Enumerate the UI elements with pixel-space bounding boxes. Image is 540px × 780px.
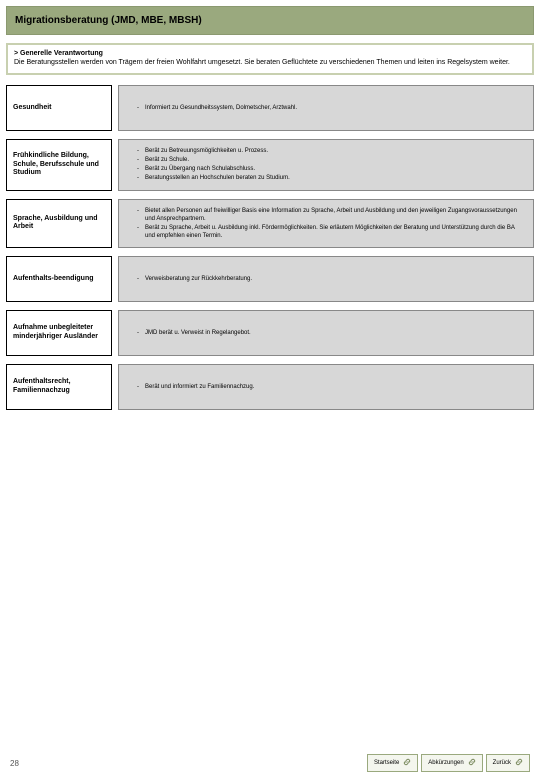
content-row: Aufnahme unbegleiteter minderjähriger Au… (6, 310, 534, 356)
content-row: Aufenthaltsrecht, Familiennachzug Berät u… (6, 364, 534, 410)
bullet-list: Berät zu Betreuungsmöglichkeiten u. Proz… (127, 146, 525, 183)
bullet-list: JMD berät u. Verweist in Regelangebot. (127, 328, 525, 338)
row-label: Frühkindliche Bildung, Schule, Berufssch… (6, 139, 112, 190)
row-details: Informiert zu Gesundheitssystem, Dolmets… (118, 85, 534, 131)
intro-title: Generelle Verantwortung (20, 50, 103, 57)
intro-heading: > Generelle Verantwortung (14, 49, 526, 58)
row-label: Aufenthalts-beendigung (6, 256, 112, 302)
row-details: Berät zu Betreuungsmöglichkeiten u. Proz… (118, 139, 534, 190)
content-row: Frühkindliche Bildung, Schule, Berufssch… (6, 139, 534, 190)
footer-button-zurück[interactable]: Zurück (486, 754, 530, 772)
bullet-item: Bietet allen Personen auf freiwilliger B… (137, 207, 525, 223)
bullet-item: Verweisberatung zur Rückkehrberatung. (137, 275, 525, 283)
bullet-item: Berät zu Sprache, Arbeit u. Ausbildung i… (137, 224, 525, 240)
button-label: Zurück (493, 760, 511, 766)
content-rows: Gesundheit Informiert zu Gesundheitssyste… (6, 85, 534, 410)
chevron-icon: > (14, 50, 18, 57)
button-label: Startseite (374, 760, 399, 766)
page-number: 28 (10, 759, 19, 768)
bullet-list: Informiert zu Gesundheitssystem, Dolmets… (127, 103, 525, 113)
row-details: JMD berät u. Verweist in Regelangebot. (118, 310, 534, 356)
bullet-item: Informiert zu Gesundheitssystem, Dolmets… (137, 104, 525, 112)
intro-box: > Generelle Verantwortung Die Beratungss… (6, 43, 534, 75)
link-icon (515, 758, 523, 768)
page: Migrationsberatung (JMD, MBE, MBSH) > Ge… (0, 0, 540, 780)
row-details: Berät und informiert zu Familiennachzug. (118, 364, 534, 410)
content-row: Gesundheit Informiert zu Gesundheitssyste… (6, 85, 534, 131)
page-title-bar: Migrationsberatung (JMD, MBE, MBSH) (6, 6, 534, 35)
row-label: Gesundheit (6, 85, 112, 131)
row-details: Verweisberatung zur Rückkehrberatung. (118, 256, 534, 302)
bullet-item: Berät zu Betreuungsmöglichkeiten u. Proz… (137, 147, 525, 155)
button-label: Abkürzungen (428, 760, 463, 766)
bullet-item: JMD berät u. Verweist in Regelangebot. (137, 329, 525, 337)
bullet-item: Berät und informiert zu Familiennachzug. (137, 383, 525, 391)
footer-button-startseite[interactable]: Startseite (367, 754, 418, 772)
footer-button-abkürzungen[interactable]: Abkürzungen (421, 754, 482, 772)
row-label: Aufenthaltsrecht, Familiennachzug (6, 364, 112, 410)
intro-body: Die Beratungsstellen werden von Trägern … (14, 58, 526, 67)
bullet-list: Bietet allen Personen auf freiwilliger B… (127, 206, 525, 241)
bullet-list: Berät und informiert zu Familiennachzug. (127, 382, 525, 392)
row-details: Bietet allen Personen auf freiwilliger B… (118, 199, 534, 248)
row-label: Aufnahme unbegleiteter minderjähriger Au… (6, 310, 112, 356)
link-icon (468, 758, 476, 768)
content-row: Sprache, Ausbildung und Arbeit Bietet all… (6, 199, 534, 248)
link-icon (403, 758, 411, 768)
bullet-item: Berät zu Schule. (137, 156, 525, 164)
bullet-item: Beratungsstellen an Hochschulen beraten … (137, 174, 525, 182)
bullet-item: Berät zu Übergang nach Schulabschluss. (137, 165, 525, 173)
footer-buttons: Startseite Abkürzungen Zurück (367, 754, 530, 772)
content-row: Aufenthalts-beendigung Verweisberatung zu… (6, 256, 534, 302)
page-title: Migrationsberatung (JMD, MBE, MBSH) (15, 15, 202, 26)
footer: 28 Startseite Abkürzungen Zurück (0, 754, 540, 772)
bullet-list: Verweisberatung zur Rückkehrberatung. (127, 274, 525, 284)
row-label: Sprache, Ausbildung und Arbeit (6, 199, 112, 248)
